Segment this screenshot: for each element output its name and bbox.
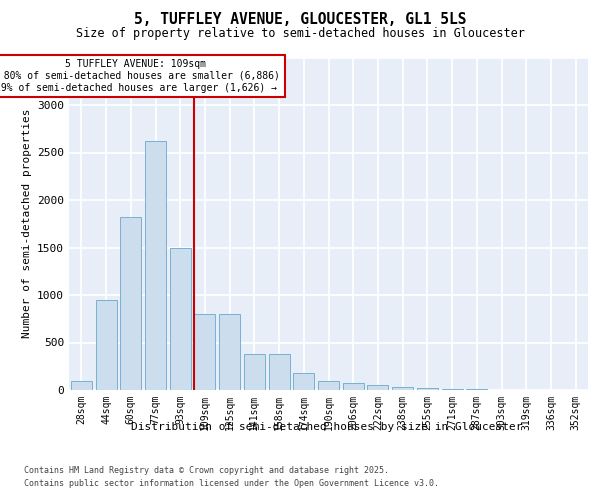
Text: 5, TUFFLEY AVENUE, GLOUCESTER, GL1 5LS: 5, TUFFLEY AVENUE, GLOUCESTER, GL1 5LS: [134, 12, 466, 28]
Text: Distribution of semi-detached houses by size in Gloucester: Distribution of semi-detached houses by …: [131, 422, 523, 432]
Y-axis label: Number of semi-detached properties: Number of semi-detached properties: [22, 109, 32, 338]
Text: Size of property relative to semi-detached houses in Gloucester: Size of property relative to semi-detach…: [76, 28, 524, 40]
Bar: [417, 388, 438, 390]
Bar: [145, 140, 166, 390]
Bar: [293, 374, 314, 390]
Bar: [95, 300, 116, 390]
Bar: [219, 314, 240, 390]
Bar: [367, 385, 388, 390]
Bar: [244, 354, 265, 390]
Bar: [71, 380, 92, 390]
Bar: [120, 216, 141, 390]
Bar: [392, 387, 413, 390]
Bar: [318, 380, 339, 390]
Bar: [343, 383, 364, 390]
Text: Contains public sector information licensed under the Open Government Licence v3: Contains public sector information licen…: [24, 479, 439, 488]
Bar: [466, 389, 487, 390]
Bar: [194, 314, 215, 390]
Bar: [442, 388, 463, 390]
Bar: [269, 354, 290, 390]
Text: Contains HM Land Registry data © Crown copyright and database right 2025.: Contains HM Land Registry data © Crown c…: [24, 466, 389, 475]
Text: 5 TUFFLEY AVENUE: 109sqm
← 80% of semi-detached houses are smaller (6,886)
19% o: 5 TUFFLEY AVENUE: 109sqm ← 80% of semi-d…: [0, 60, 280, 92]
Bar: [170, 248, 191, 390]
